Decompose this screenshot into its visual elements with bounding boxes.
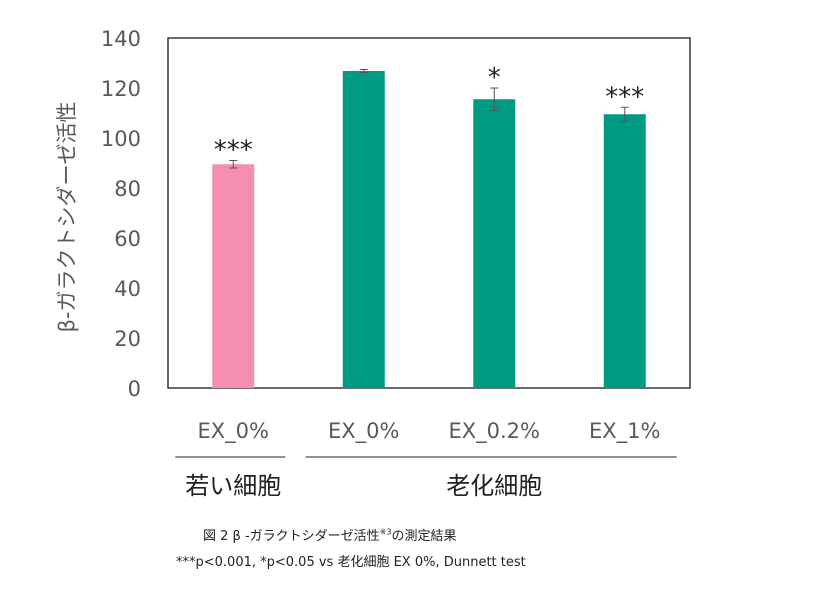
significance-mark: * xyxy=(488,63,501,93)
bar xyxy=(603,114,646,388)
statistics-note: ***p<0.001, *p<0.05 vs 老化細胞 EX 0%, Dunne… xyxy=(176,555,526,570)
bar-chart: 0 20 40 60 80 100 120 140 β-ガラクトシダーゼ活性 *** EX_0% EX… xyxy=(55,27,691,500)
category-label: EX_0% xyxy=(328,419,399,444)
y-axis-label: β-ガラクトシダーゼ活性 xyxy=(55,102,79,333)
figure-caption: 図 2 β -ガラクトシダーゼ活性※3の測定結果 xyxy=(203,527,457,544)
y-tick-label: 100 xyxy=(101,127,141,151)
significance-mark: *** xyxy=(214,136,253,166)
y-tick-label: 0 xyxy=(128,377,141,401)
y-tick-label: 120 xyxy=(101,77,141,101)
bar xyxy=(342,71,385,388)
plot-frame xyxy=(167,37,691,389)
y-tick-label: 140 xyxy=(101,27,141,51)
category-label: EX_0.2% xyxy=(448,419,540,444)
y-tick-label: 40 xyxy=(114,277,141,301)
significance-mark: *** xyxy=(605,82,644,112)
group-label: 若い細胞 xyxy=(185,472,281,500)
y-tick-label: 20 xyxy=(114,327,141,351)
group-label: 老化細胞 xyxy=(446,472,542,500)
y-tick-label: 60 xyxy=(114,227,141,251)
bar xyxy=(473,99,516,388)
bar xyxy=(212,164,255,388)
y-tick-label: 80 xyxy=(114,177,141,201)
category-label: EX_1% xyxy=(589,419,660,444)
category-label: EX_0% xyxy=(198,419,269,444)
